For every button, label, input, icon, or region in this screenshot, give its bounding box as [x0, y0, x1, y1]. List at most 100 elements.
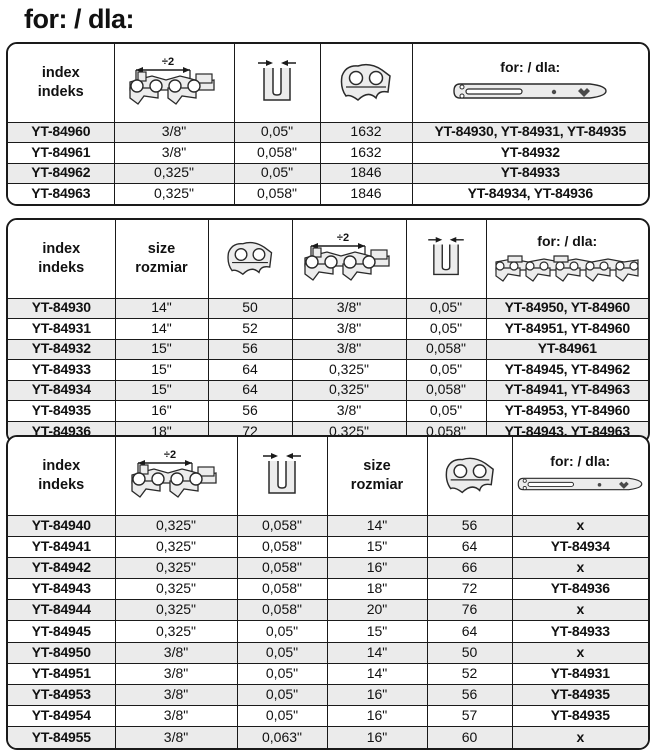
table-row[interactable]: YT-84940 0,325" 0,058" 14" 56 x [8, 515, 648, 537]
cell-index: YT-84945 [8, 620, 116, 643]
cell-size: 15" [327, 620, 428, 643]
cell-size: 14" [327, 515, 428, 537]
chain-loops-table-container: index indeks ÷2 [6, 435, 650, 750]
table-row[interactable]: YT-84963 0,325" 0,058" 1846 YT-84934, YT-849… [8, 183, 648, 204]
cell-gauge: 0,05" [237, 705, 328, 728]
cell-pitch: 0,325" [115, 557, 238, 580]
cell-text-forlist: YT-84951, YT-84960 [504, 319, 631, 336]
table-row[interactable]: YT-84960 3/8" 0,05" 1632 YT-84930, YT-84931,… [8, 122, 648, 143]
chains-table-container: index indeks ÷2 [6, 42, 650, 206]
cell-text-forlist: YT-84934, YT-84936 [467, 185, 594, 201]
header-gauge [237, 437, 328, 516]
cell-index: YT-84955 [8, 726, 116, 749]
cell-text-links: 64 [242, 381, 258, 398]
header-size: size rozmiar [115, 220, 209, 299]
cell-index: YT-84963 [8, 183, 115, 204]
cell-gauge: 0,058" [237, 515, 328, 537]
cell-links: 64 [427, 620, 513, 643]
cell-pitch: 3/8" [292, 298, 407, 319]
cell-forlist: YT-84932 [412, 142, 648, 164]
cell-text-size: 18" [151, 422, 172, 439]
cell-links: 50 [427, 642, 513, 664]
cell-pitch: 3/8" [114, 122, 235, 143]
cell-links: 1846 [320, 163, 413, 184]
cell-text-size: 14" [366, 516, 388, 533]
cell-text-links: 72 [242, 422, 258, 439]
cell-links: 76 [427, 599, 513, 622]
table-row[interactable]: YT-84962 0,325" 0,05" 1846 YT-84933 [8, 163, 648, 184]
cell-index: YT-84954 [8, 705, 116, 728]
table-row[interactable]: YT-84941 0,325" 0,058" 15" 64 YT-84934 [8, 536, 648, 558]
cell-text-links: 56 [242, 401, 258, 418]
cell-text-gauge: 0,058" [261, 537, 302, 554]
cell-text-links: 64 [461, 537, 478, 554]
cell-text-pitch: 0,325" [155, 601, 196, 618]
cell-links: 50 [208, 298, 293, 319]
cell-links: 56 [208, 339, 293, 360]
cell-gauge: 0,058" [237, 536, 328, 558]
cell-index: YT-84962 [8, 163, 115, 184]
cell-text-pitch: 3/8" [163, 643, 189, 660]
table-row[interactable]: YT-84935 16" 56 3/8" 0,05" YT-84953, YT-84960 [8, 400, 648, 422]
cell-text-links: 72 [461, 580, 478, 597]
page-title: for: / dla: [24, 4, 135, 34]
table-row[interactable]: YT-84930 14" 50 3/8" 0,05" YT-84950, YT-84960 [8, 298, 648, 319]
table-header-row: index indeks ÷2 [8, 437, 648, 516]
guide-bars-table-container: index indeks size rozmiar [6, 218, 650, 444]
cell-text-links: 56 [461, 516, 478, 533]
table-row[interactable]: YT-84936 18" 72 0,325" 0,058" YT-84943, YT-84… [8, 421, 648, 442]
guide-bar-icon [515, 470, 645, 498]
cell-text-links: 64 [461, 622, 478, 639]
cell-forlist: YT-84930, YT-84931, YT-84935 [412, 122, 648, 143]
cell-text-forlist: YT-84935 [550, 707, 610, 724]
cell-gauge: 0,05" [406, 359, 487, 381]
cell-links: 56 [427, 684, 513, 707]
table-row[interactable]: YT-84943 0,325" 0,058" 18" 72 YT-84936 [8, 578, 648, 601]
chain-pitch-icon: ÷2 [115, 44, 234, 122]
cell-forlist: YT-84933 [512, 620, 648, 643]
cell-text-pitch: 3/8" [163, 707, 189, 724]
drive-link-icon [321, 44, 412, 122]
table-row[interactable]: YT-84933 15" 64 0,325" 0,05" YT-84945, YT-849… [8, 359, 648, 381]
cell-text-index: YT-84934 [31, 381, 91, 398]
cell-forlist: YT-84935 [512, 684, 648, 707]
cell-text-index: YT-84932 [31, 340, 91, 357]
cell-text-pitch: 0,325" [328, 381, 369, 398]
cell-text-links: 50 [242, 299, 258, 316]
table-header-row: index indeks size rozmiar [8, 220, 648, 299]
cell-text-pitch: 0,325" [155, 580, 196, 597]
cell-text-size: 15" [151, 340, 172, 357]
header-drive-links [320, 44, 413, 123]
table-row[interactable]: YT-84942 0,325" 0,058" 16" 66 x [8, 557, 648, 580]
table-row[interactable]: YT-84934 15" 64 0,325" 0,058" YT-84941, YT-84… [8, 380, 648, 401]
cell-text-links: 50 [461, 643, 478, 660]
cell-text-index: YT-84944 [31, 601, 91, 618]
header-for-dla: for: / dla: [512, 437, 648, 516]
cell-index: YT-84931 [8, 318, 116, 340]
cell-text-forlist: YT-84936 [550, 580, 610, 597]
drive-link-icon [209, 220, 292, 298]
table-row[interactable]: YT-84944 0,325" 0,058" 20" 76 x [8, 599, 648, 622]
cell-text-size: 15" [151, 360, 172, 377]
cell-index: YT-84941 [8, 536, 116, 558]
table-row[interactable]: YT-84931 14" 52 3/8" 0,05" YT-84951, YT-84960 [8, 318, 648, 340]
cell-gauge: 0,05" [234, 163, 321, 184]
cell-forlist: YT-84950, YT-84960 [486, 298, 648, 319]
cell-text-pitch: 3/8" [161, 143, 187, 160]
cell-text-links: 57 [461, 707, 478, 724]
cell-text-forlist: YT-84941, YT-84963 [504, 381, 631, 398]
table-row[interactable]: YT-84945 0,325" 0,05" 15" 64 YT-84933 [8, 620, 648, 643]
table-row[interactable]: YT-84950 3/8" 0,05" 14" 50 x [8, 642, 648, 664]
table-row[interactable]: YT-84932 15" 56 3/8" 0,058" YT-84961 [8, 339, 648, 360]
table-row[interactable]: YT-84955 3/8" 0,063" 16" 60 x [8, 726, 648, 749]
cell-text-pitch: 0,325" [155, 558, 196, 575]
cell-text-pitch: 3/8" [336, 299, 362, 316]
cell-gauge: 0,05" [406, 400, 487, 422]
cell-text-gauge: 0,05" [260, 164, 294, 181]
table-row[interactable]: YT-84953 3/8" 0,05" 16" 56 YT-84935 [8, 684, 648, 707]
cell-text-index: YT-84935 [31, 401, 91, 418]
table-row[interactable]: YT-84961 3/8" 0,058" 1632 YT-84932 [8, 142, 648, 164]
table-row[interactable]: YT-84951 3/8" 0,05" 14" 52 YT-84931 [8, 663, 648, 686]
table-row[interactable]: YT-84954 3/8" 0,05" 16" 57 YT-84935 [8, 705, 648, 728]
cell-text-links: 1632 [350, 123, 382, 140]
